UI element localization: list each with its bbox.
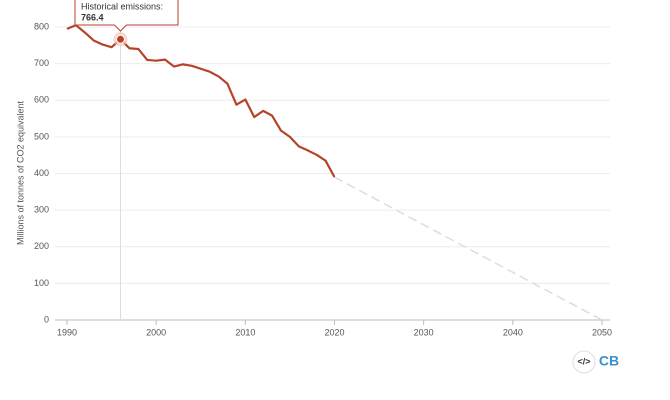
x-tick-label: 2050 (592, 327, 612, 337)
tooltip-value: 766.4 (81, 12, 104, 22)
y-tick-label: 200 (34, 241, 49, 251)
x-tick-label: 2040 (503, 327, 523, 337)
x-tick-label: 2030 (414, 327, 434, 337)
tooltip-box (74, 0, 179, 32)
y-tick-label: 400 (34, 168, 49, 178)
y-axis-label: Millions of tonnes of CO2 equivalent (15, 100, 25, 245)
series-line (334, 176, 603, 321)
y-tick-label: 500 (34, 131, 49, 141)
logo: CB (599, 353, 619, 369)
y-tick-label: 300 (34, 205, 49, 215)
x-tick-label: 2020 (324, 327, 344, 337)
y-tick-label: 100 (34, 278, 49, 288)
y-tick-label: 800 (34, 21, 49, 31)
x-tick-label: 2000 (146, 327, 166, 337)
y-tick-label: 600 (34, 95, 49, 105)
embed-button[interactable] (572, 350, 596, 374)
hover-point (116, 34, 125, 44)
y-tick-label: 700 (34, 58, 49, 68)
tooltip-label: Historical emissions: (81, 1, 163, 11)
x-tick-label: 1990 (57, 327, 77, 337)
embed-icon[interactable]: </> (577, 356, 590, 366)
y-tick-label: 0 (44, 314, 49, 324)
series-line (66, 24, 336, 178)
x-tick-label: 2010 (235, 327, 255, 337)
